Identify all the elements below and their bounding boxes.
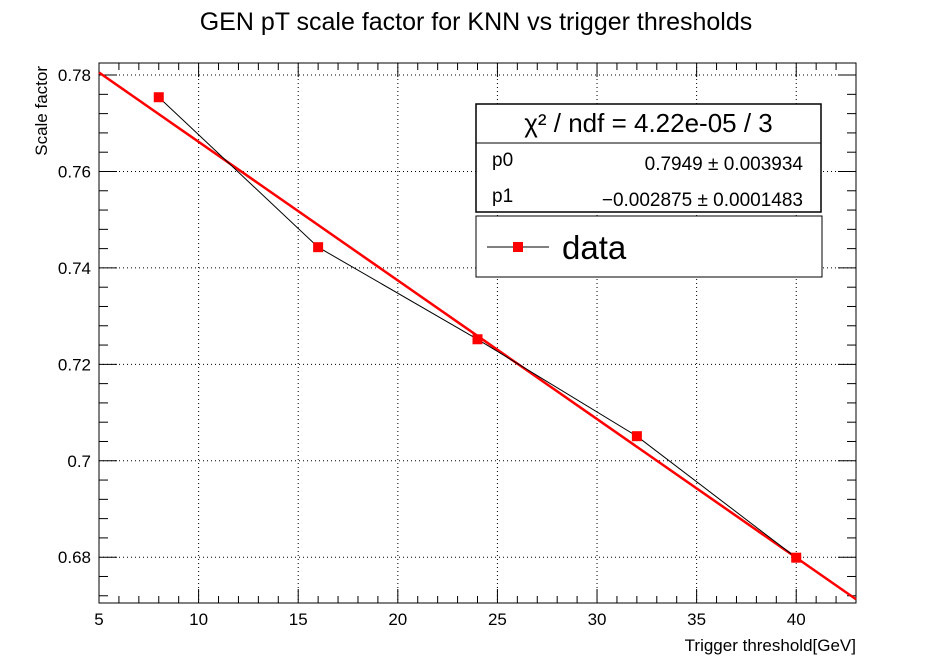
data-point bbox=[631, 431, 642, 442]
y-tick-label: 0.72 bbox=[58, 355, 91, 374]
legend-label: data bbox=[562, 229, 627, 266]
stats-param-value: −0.002875 ± 0.0001483 bbox=[602, 190, 803, 211]
x-tick-label: 25 bbox=[488, 610, 507, 629]
data-point bbox=[791, 552, 802, 563]
y-tick-label: 0.74 bbox=[58, 259, 91, 278]
y-tick-label: 0.78 bbox=[58, 66, 91, 85]
x-tick-label: 5 bbox=[94, 610, 103, 629]
x-axis-label: Trigger threshold[GeV] bbox=[685, 636, 856, 655]
legend-marker bbox=[513, 242, 523, 252]
y-tick-label: 0.7 bbox=[67, 452, 91, 471]
stats-param-name: p0 bbox=[492, 150, 513, 171]
y-tick-label: 0.68 bbox=[58, 548, 91, 567]
y-axis-label: Scale factor bbox=[32, 66, 51, 156]
data-point bbox=[313, 242, 324, 253]
x-tick-label: 30 bbox=[588, 610, 607, 629]
x-tick-label: 15 bbox=[289, 610, 308, 629]
data-point bbox=[153, 92, 164, 103]
chart-title: GEN pT scale factor for KNN vs trigger t… bbox=[199, 8, 753, 36]
x-tick-label: 40 bbox=[787, 610, 806, 629]
stats-param-value: 0.7949 ± 0.003934 bbox=[645, 154, 804, 175]
stats-box bbox=[475, 103, 822, 213]
x-tick-label: 35 bbox=[687, 610, 706, 629]
stats-param-name: p1 bbox=[492, 186, 513, 207]
x-tick-label: 20 bbox=[388, 610, 407, 629]
y-tick-label: 0.76 bbox=[58, 162, 91, 181]
data-point bbox=[472, 334, 483, 345]
stats-chi2: χ² / ndf = 4.22e-05 / 3 bbox=[524, 108, 773, 138]
x-tick-label: 10 bbox=[189, 610, 208, 629]
